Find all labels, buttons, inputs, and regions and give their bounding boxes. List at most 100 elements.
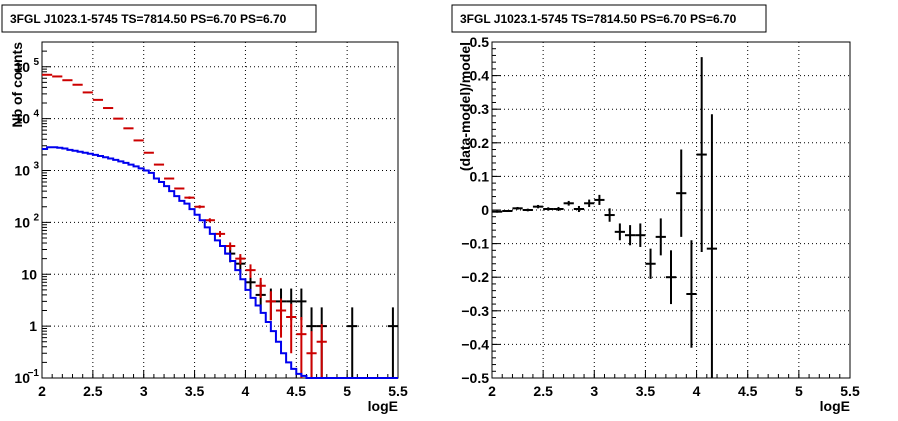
y-tick-label: 10 — [14, 163, 30, 179]
data-point — [133, 139, 144, 142]
x-tick-label: 4 — [242, 383, 250, 399]
x-tick-label: 3 — [590, 383, 598, 399]
y-axis: 0.5 0.4 0.3 0.2 0.1 0 −0.1 −0.2 −0.3 −0.4 −0.5 — [461, 34, 501, 386]
data-point — [296, 316, 307, 378]
y-tick-exponent: 3 — [33, 161, 39, 172]
data-point — [553, 206, 564, 212]
data-point — [706, 114, 718, 378]
y-axis-label: Nb of counts — [9, 42, 25, 128]
data-point — [286, 303, 297, 354]
residual-panel: 2 2.5 3 3.5 4 4.5 5 5.5 0.5 0.4 0.3 0.2 0.1 0 −0.1 −0.… — [451, 4, 860, 414]
data-point — [635, 223, 646, 247]
data-point — [563, 200, 574, 206]
data-point — [225, 242, 236, 251]
x-axis: 2 2.5 3 3.5 4 4.5 5 5.5 — [38, 370, 408, 399]
x-tick-label: 5.5 — [840, 383, 860, 399]
y-tick-label: 0.5 — [470, 34, 490, 50]
data-point — [676, 149, 687, 237]
x-axis: 2 2.5 3 3.5 4 4.5 5 5.5 — [488, 370, 860, 399]
data-point — [543, 207, 554, 211]
x-tick-label: 2.5 — [83, 383, 103, 399]
data-point — [164, 177, 175, 180]
x-tick-label: 3.5 — [185, 383, 205, 399]
y-tick-label: 10 — [14, 59, 30, 75]
data-point — [624, 225, 636, 246]
x-axis-label: logE — [368, 398, 398, 414]
x-tick-label: 3.5 — [636, 383, 656, 399]
title-box: 3FGL J1023.1-5745 TS=7814.50 PS=6.70 PS=… — [451, 4, 767, 33]
data-point — [387, 307, 398, 378]
data-point — [696, 57, 707, 252]
series-group — [492, 57, 718, 378]
plot-frame — [41, 41, 399, 379]
data-point — [532, 204, 544, 209]
y-axis-label: (data-model)/model — [457, 42, 473, 171]
title-frame — [451, 4, 767, 33]
data-point — [265, 291, 276, 321]
series-group — [42, 73, 398, 379]
title-box: 3FGL J1023.1-5745 TS=7814.50 PS=6.70 PS=… — [1, 4, 317, 33]
data-point — [604, 208, 615, 222]
x-tick-label: 5 — [795, 383, 803, 399]
y-tick-label: 10 — [14, 111, 30, 127]
data-point — [645, 248, 656, 279]
data-point — [245, 264, 256, 278]
y-tick-label: 0.2 — [470, 135, 490, 151]
x-tick-label: 5 — [343, 383, 351, 399]
chart-title: 3FGL J1023.1-5745 TS=7814.50 PS=6.70 PS=… — [460, 12, 737, 26]
data-point — [655, 218, 666, 256]
data-point — [584, 199, 595, 207]
grid — [42, 42, 398, 378]
data-point — [194, 205, 205, 209]
data-point — [296, 288, 307, 321]
data-point — [347, 307, 358, 378]
grid — [492, 42, 850, 378]
y-tick-exponent: 2 — [33, 212, 39, 223]
y-tick-label: −0.1 — [461, 236, 489, 252]
title-frame — [1, 4, 317, 33]
x-tick-label: 3 — [140, 383, 148, 399]
series-0 — [492, 57, 718, 378]
data-point — [204, 218, 215, 223]
x-tick-label: 2.5 — [533, 383, 553, 399]
data-point — [502, 210, 513, 213]
y-tick-label: 0.4 — [470, 68, 490, 84]
x-tick-label: 4 — [693, 383, 701, 399]
y-tick-label: 10 — [14, 370, 30, 386]
data-point — [214, 231, 226, 238]
model-step-line — [42, 146, 398, 379]
y-tick-label: −0.4 — [461, 336, 489, 352]
x-tick-label: 4.5 — [738, 383, 758, 399]
data-point — [594, 194, 605, 205]
y-tick-label: 1 — [29, 318, 37, 334]
y-tick-label: 10 — [14, 214, 30, 230]
data-point — [614, 223, 625, 241]
y-tick-label: −0.5 — [461, 370, 489, 386]
data-point — [665, 250, 677, 305]
chart-title: 3FGL J1023.1-5745 TS=7814.50 PS=6.70 PS=… — [10, 12, 287, 26]
y-tick-label: 0.3 — [470, 101, 490, 117]
data-point — [123, 127, 134, 130]
x-tick-label: 4.5 — [287, 383, 307, 399]
y-tick-label: 0 — [481, 202, 489, 218]
x-axis-label: logE — [820, 398, 850, 414]
x-tick-label: 2 — [38, 383, 46, 399]
y-tick-label: 0.1 — [470, 168, 490, 184]
data-point — [573, 205, 585, 213]
x-tick-label: 5.5 — [388, 383, 408, 399]
data-point — [184, 196, 195, 199]
y-tick-exponent: −1 — [28, 368, 40, 379]
data-point — [275, 298, 287, 338]
data-point — [174, 187, 185, 190]
y-tick-exponent: 5 — [33, 57, 39, 68]
data-point — [255, 277, 266, 298]
data-point — [492, 210, 503, 213]
y-tick-label: −0.3 — [461, 303, 489, 319]
data-point — [143, 151, 154, 154]
y-tick-label: 10 — [21, 266, 37, 282]
y-tick-label: −0.2 — [461, 269, 489, 285]
series-1 — [42, 73, 327, 378]
